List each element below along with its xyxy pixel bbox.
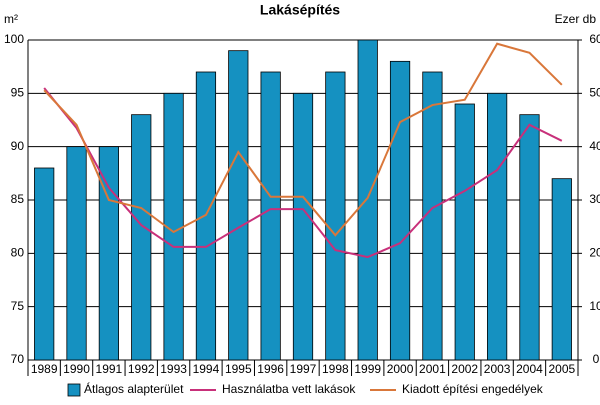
line (43, 87, 563, 259)
y2-tick-label: 10 (589, 299, 600, 313)
x-tick-label: 1996 (257, 362, 284, 376)
y2-tick-label: 50 (589, 86, 600, 100)
bar (325, 71, 346, 361)
y2-tick-label: 30 (589, 192, 600, 206)
x-tick-label: 1997 (290, 362, 317, 376)
x-tick-label: 2005 (548, 362, 575, 376)
bar (519, 114, 540, 361)
bar (228, 50, 249, 361)
y2-tick-label: 20 (589, 246, 600, 260)
y-tick-label: 90 (11, 139, 25, 153)
y2-tick-label: 0 (593, 352, 600, 366)
y-axis-label: m² (4, 12, 18, 26)
x-tick-label: 1994 (193, 362, 220, 376)
y-tick-label: 95 (11, 86, 25, 100)
x-tick-label: 1998 (322, 362, 349, 376)
legend-swatch (67, 383, 81, 397)
bar (389, 60, 411, 361)
y-tick-label: 70 (11, 352, 25, 366)
y-tick-label: 85 (11, 192, 25, 206)
bar (357, 39, 378, 361)
chart-title: Lakásépítés (260, 2, 340, 18)
bar (454, 103, 475, 361)
x-tick-label: 1995 (225, 362, 252, 376)
bar (131, 114, 152, 361)
bar (551, 178, 572, 361)
x-tick-label: 2002 (451, 362, 478, 376)
x-tick-label: 2003 (484, 362, 511, 376)
x-tick-label: 1999 (354, 362, 381, 376)
y-tick-label: 75 (11, 299, 25, 313)
x-tick-label: 1990 (63, 362, 90, 376)
legend-label: Átlagos alapterület (84, 381, 184, 396)
y2-tick-label: 60 (589, 32, 600, 46)
x-tick-label: 1989 (31, 362, 58, 376)
x-tick-label: 2001 (419, 362, 446, 376)
bar (66, 146, 87, 361)
legend-label: Használatba vett lakások (222, 382, 356, 396)
bar (487, 92, 508, 361)
y2-axis-label: Ezer db (555, 12, 597, 26)
y-tick-label: 80 (11, 246, 25, 260)
x-tick-label: 2004 (516, 362, 543, 376)
x-tick-label: 1991 (96, 362, 123, 376)
x-tick-label: 1993 (160, 362, 187, 376)
x-tick-label: 2000 (387, 362, 414, 376)
x-tick-label: 1992 (128, 362, 155, 376)
line (43, 42, 563, 237)
bar (422, 71, 443, 361)
bar (34, 167, 55, 361)
bar (292, 92, 314, 361)
bar (260, 71, 281, 361)
legend-label: Kiadott építési engedélyek (402, 382, 544, 396)
bar (98, 146, 119, 361)
y2-tick-label: 40 (589, 139, 600, 153)
y-tick-label: 100 (4, 32, 24, 46)
